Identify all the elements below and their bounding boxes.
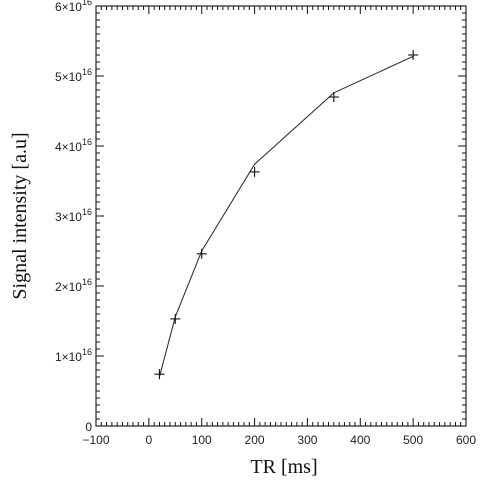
- plot-frame: [95, 5, 467, 427]
- y-tick-label: 2×1016: [55, 277, 92, 294]
- y-tick-label: 5×1016: [55, 67, 92, 84]
- x-tick-label: 0: [146, 433, 153, 447]
- y-axis-title: Signal intensity [a.u]: [9, 132, 31, 299]
- x-tick-label: 300: [297, 433, 317, 447]
- x-tick-label: −100: [82, 433, 109, 447]
- x-tick-label: 400: [350, 433, 370, 447]
- y-tick-label: 4×1016: [55, 137, 92, 154]
- x-tick-label: 600: [456, 433, 476, 447]
- data-point-marker: [196, 248, 207, 259]
- y-tick-label: 3×1016: [55, 207, 92, 224]
- x-tick-label: 200: [245, 433, 265, 447]
- y-tick-label: 0: [85, 420, 92, 434]
- series-group: [154, 50, 419, 380]
- data-point-marker: [408, 50, 419, 60]
- x-axis-title: TR [ms]: [250, 456, 317, 478]
- ticks: [95, 5, 467, 427]
- data-line: [158, 55, 414, 378]
- data-point-marker: [170, 313, 181, 324]
- tick-labels: −100 0 100 200 300 400 500 60001×10162×10163×10…: [55, 0, 476, 447]
- x-tick-label: 100: [192, 433, 212, 447]
- data-point-marker: [249, 166, 260, 177]
- y-tick-label: 1×1016: [55, 347, 92, 364]
- axes: [95, 5, 467, 427]
- x-tick-label: 500: [403, 433, 423, 447]
- y-tick-label: 6×1016: [55, 0, 92, 14]
- data-point-marker: [328, 92, 339, 102]
- data-point-marker: [154, 369, 165, 380]
